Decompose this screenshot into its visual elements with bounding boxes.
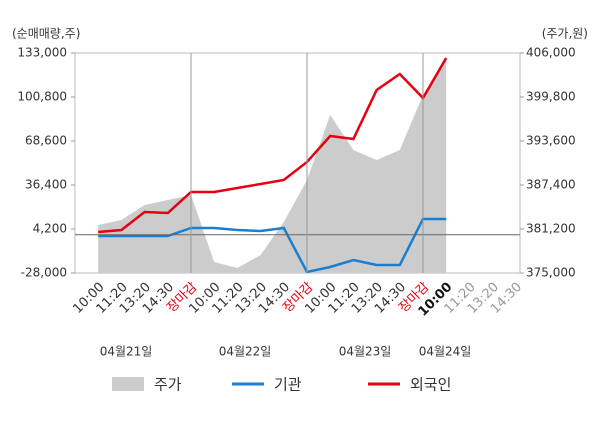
y-tick-label: 100,800	[17, 90, 67, 104]
legend-label: 기관	[274, 376, 302, 394]
y2-tick-label: 399,800	[526, 90, 576, 104]
y-tick-label: 68,600	[25, 134, 67, 148]
y2-tick-label: 381,200	[526, 222, 576, 236]
date-label: 04월24일	[419, 345, 472, 359]
y2-tick-label: 387,400	[526, 178, 576, 192]
date-label: 04월21일	[100, 345, 153, 359]
y-tick-label: -28,000	[21, 266, 67, 280]
date-label: 04월23일	[339, 345, 392, 359]
y2-tick-label: 375,000	[526, 266, 576, 280]
y-axis-title: (순매매량,주)	[12, 27, 80, 41]
y-tick-label: 133,000	[17, 46, 67, 60]
y2-tick-label: 393,600	[526, 134, 576, 148]
y2-axis-title: (주가,원)	[542, 27, 588, 41]
y2-tick-label: 406,000	[526, 46, 576, 60]
legend-label: 주가	[154, 376, 182, 394]
y-tick-label: 4,200	[33, 222, 67, 236]
legend-swatch	[112, 377, 144, 391]
series-line	[98, 57, 448, 234]
price-area	[98, 60, 447, 274]
legend-label: 외국인	[410, 376, 451, 394]
date-label: 04월22일	[219, 345, 272, 359]
series-line	[98, 217, 447, 274]
y-tick-label: 36,400	[25, 178, 67, 192]
